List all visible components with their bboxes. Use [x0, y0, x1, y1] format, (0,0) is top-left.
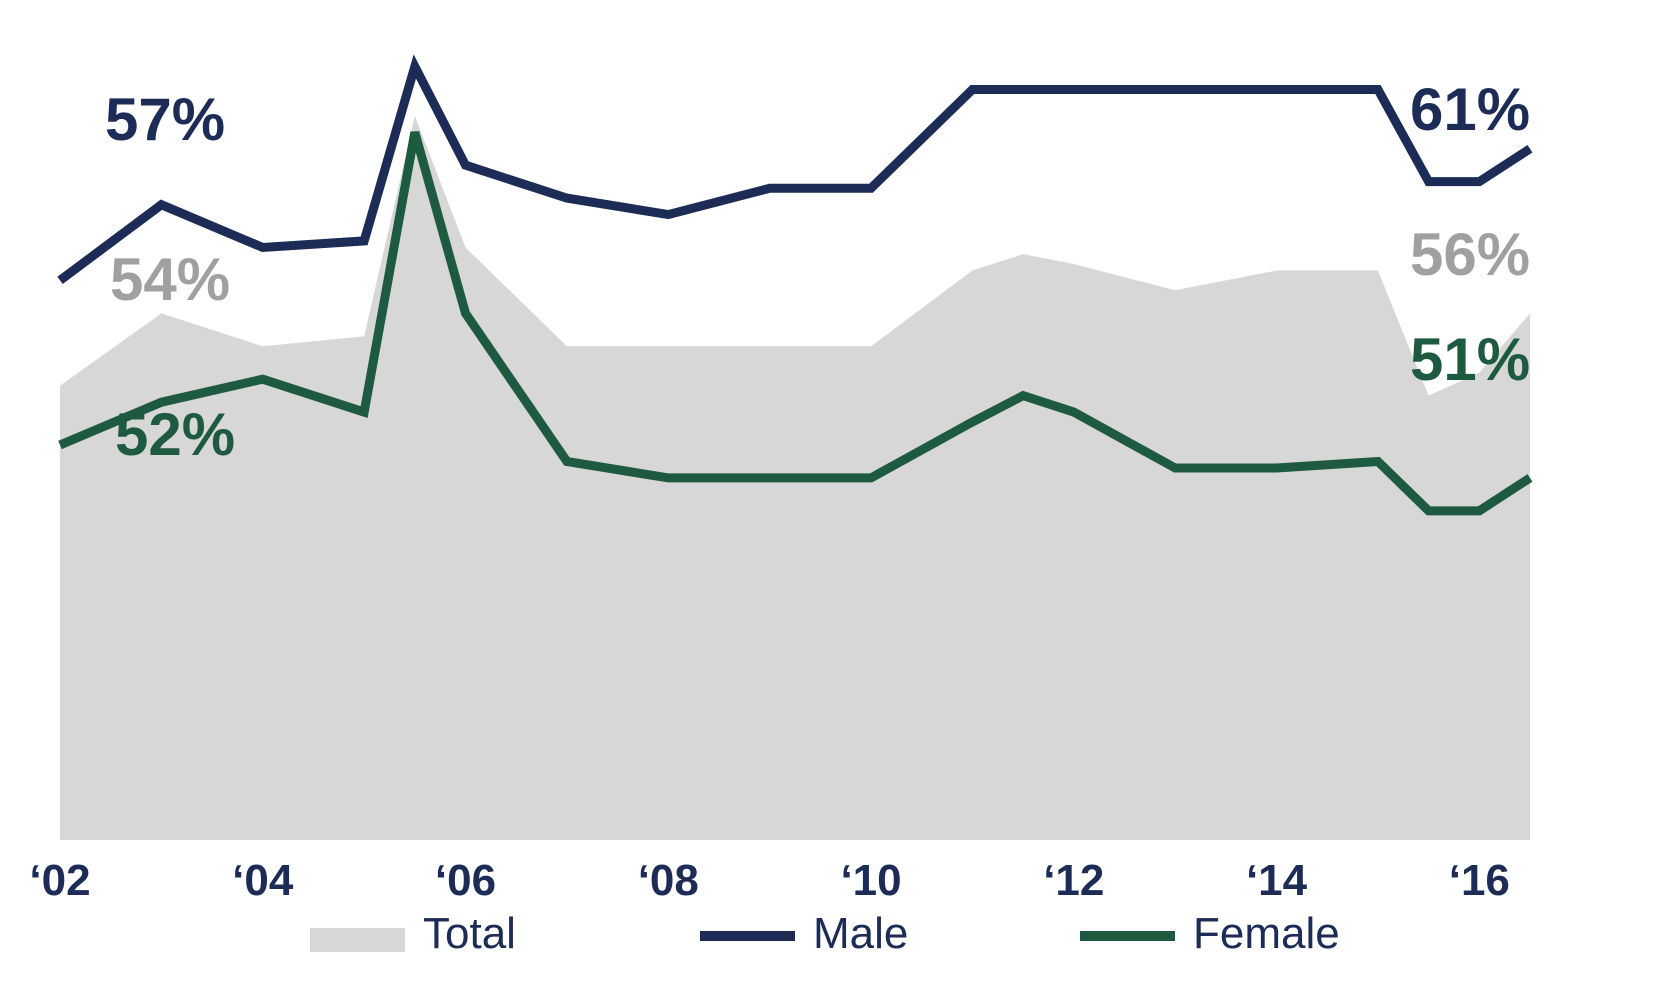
- value-label-female_start: 52%: [115, 401, 235, 468]
- legend-label-male: Male: [813, 909, 908, 958]
- value-label-male_start: 57%: [105, 86, 225, 153]
- legend-label-total: Total: [423, 909, 516, 958]
- value-label-female_end: 51%: [1410, 326, 1530, 393]
- x-tick-label: ‘16: [1449, 856, 1510, 905]
- x-tick-label: ‘14: [1246, 856, 1308, 905]
- chart-svg: ‘02 ‘04 ‘06 ‘08 ‘10 ‘12 ‘14 ‘16 57% 61% 54% 56% 52% 5…: [0, 0, 1659, 982]
- x-tick-label: ‘04: [232, 856, 294, 905]
- value-label-total_end: 56%: [1410, 221, 1530, 288]
- x-tick-label: ‘02: [29, 856, 90, 905]
- legend-label-female: Female: [1193, 909, 1340, 958]
- x-tick-label: ‘08: [638, 856, 699, 905]
- x-tick-label: ‘10: [840, 856, 901, 905]
- legend-swatch-total: [310, 928, 405, 952]
- x-tick-label: ‘06: [435, 856, 496, 905]
- trend-chart: ‘02 ‘04 ‘06 ‘08 ‘10 ‘12 ‘14 ‘16 57% 61% 54% 56% 52% 5…: [0, 0, 1659, 982]
- value-label-total_start: 54%: [110, 246, 230, 313]
- x-tick-label: ‘12: [1043, 856, 1104, 905]
- value-label-male_end: 61%: [1410, 76, 1530, 143]
